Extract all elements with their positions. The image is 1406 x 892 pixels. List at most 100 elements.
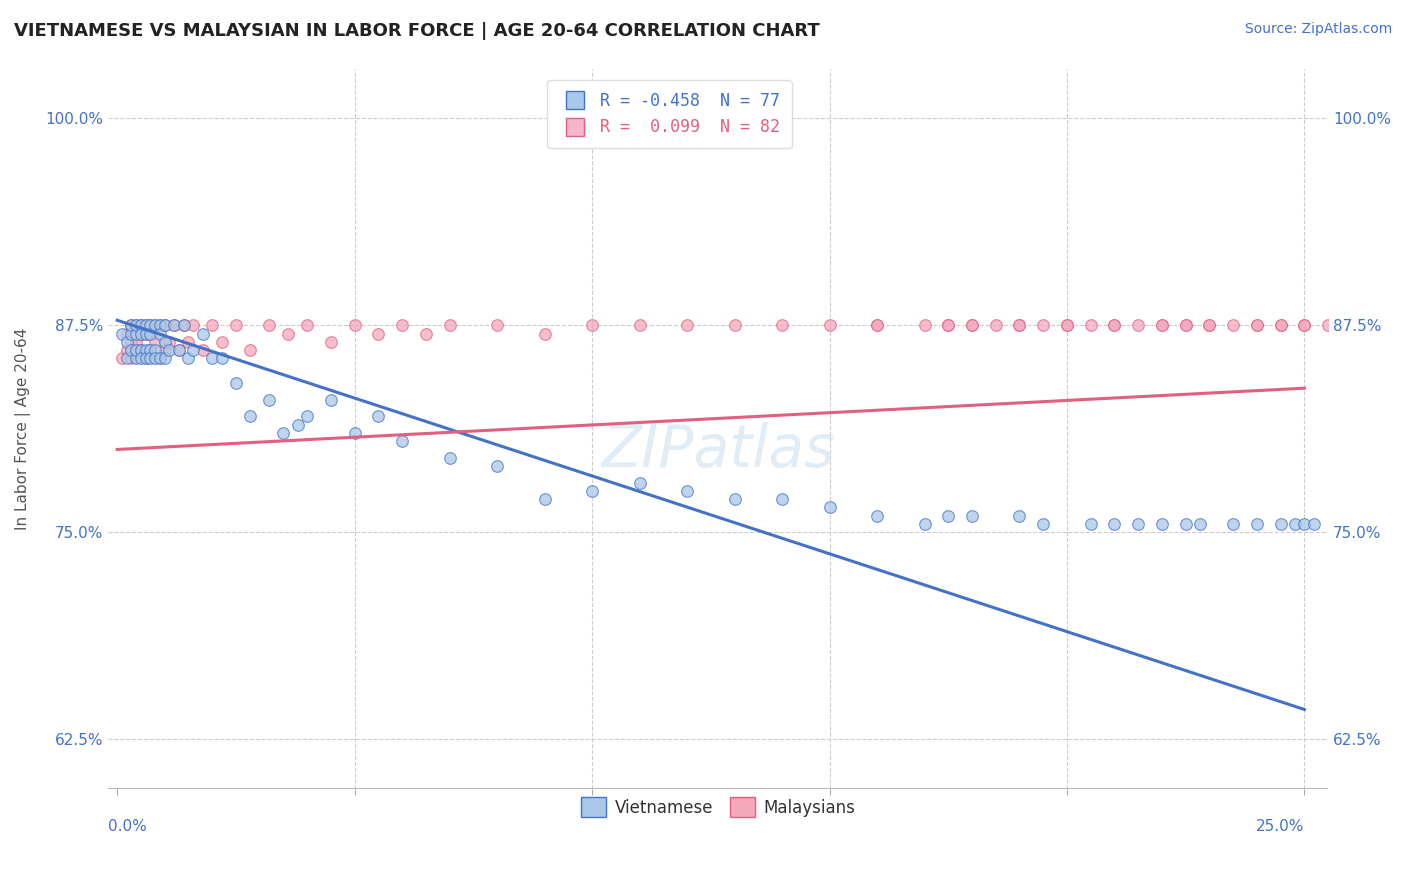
Point (257, 392, 280, 407)
Point (143, 343, 166, 357)
Point (135, 343, 157, 357)
Point (676, 483, 699, 498)
Point (121, 318, 143, 333)
Point (139, 343, 162, 357)
Point (1294, 516, 1316, 531)
Point (191, 343, 214, 357)
Point (1246, 318, 1268, 333)
Point (936, 318, 959, 333)
Point (181, 318, 204, 333)
Point (770, 492, 793, 507)
Point (343, 318, 366, 333)
Point (135, 318, 157, 333)
Point (135, 318, 157, 333)
Point (295, 318, 318, 333)
Point (723, 318, 745, 333)
Point (914, 516, 936, 531)
Point (486, 458, 509, 473)
Point (125, 318, 148, 333)
Point (1032, 318, 1054, 333)
Point (277, 326, 299, 341)
Text: 0.0%: 0.0% (108, 819, 146, 834)
Point (818, 500, 841, 515)
Point (135, 326, 157, 341)
Point (153, 318, 176, 333)
Point (866, 318, 889, 333)
Point (1198, 318, 1220, 333)
Point (581, 318, 603, 333)
Point (1008, 318, 1031, 333)
Point (135, 351, 157, 366)
Point (391, 434, 413, 449)
Point (129, 326, 152, 341)
Point (1128, 516, 1150, 531)
Point (1246, 318, 1268, 333)
Point (139, 351, 162, 366)
Point (1222, 318, 1244, 333)
Point (723, 492, 745, 507)
Point (129, 351, 152, 366)
Point (177, 351, 200, 366)
Point (1150, 516, 1173, 531)
Point (319, 334, 342, 349)
Point (125, 326, 148, 341)
Point (1174, 516, 1197, 531)
Point (628, 475, 651, 490)
Point (239, 343, 262, 357)
Point (121, 343, 143, 357)
Point (111, 351, 134, 366)
Point (153, 343, 176, 357)
Point (1032, 516, 1054, 531)
Point (121, 351, 143, 366)
Point (367, 326, 389, 341)
Point (181, 343, 204, 357)
Point (295, 409, 318, 424)
Point (125, 318, 148, 333)
Point (486, 318, 509, 333)
Point (115, 326, 138, 341)
Point (818, 318, 841, 333)
Point (1317, 318, 1340, 333)
Point (153, 318, 176, 333)
Point (143, 318, 166, 333)
Point (139, 343, 162, 357)
Point (770, 318, 793, 333)
Y-axis label: In Labor Force | Age 20-64: In Labor Force | Age 20-64 (15, 327, 31, 530)
Point (319, 392, 342, 407)
Point (121, 334, 143, 349)
Point (115, 343, 138, 357)
Point (273, 425, 295, 440)
Point (1008, 318, 1031, 333)
Text: ZIPatlas: ZIPatlas (602, 422, 835, 479)
Point (149, 326, 172, 341)
Point (163, 318, 186, 333)
Point (1150, 318, 1173, 333)
Point (239, 409, 262, 424)
Point (143, 351, 166, 366)
Point (129, 343, 152, 357)
Point (1104, 516, 1126, 531)
Point (143, 334, 166, 349)
Point (225, 318, 247, 333)
Point (984, 318, 1007, 333)
Point (257, 318, 280, 333)
Point (121, 326, 143, 341)
Point (163, 318, 186, 333)
Point (1128, 318, 1150, 333)
Point (143, 318, 166, 333)
Point (1056, 318, 1078, 333)
Point (1150, 318, 1173, 333)
Point (1056, 318, 1078, 333)
Point (1284, 516, 1306, 531)
Point (125, 334, 148, 349)
Text: 25.0%: 25.0% (1256, 819, 1305, 834)
Point (191, 326, 214, 341)
Point (149, 351, 172, 366)
Point (159, 334, 181, 349)
Point (173, 318, 195, 333)
Point (960, 318, 983, 333)
Point (1008, 508, 1031, 523)
Point (1188, 516, 1211, 531)
Point (167, 343, 190, 357)
Point (1270, 318, 1292, 333)
